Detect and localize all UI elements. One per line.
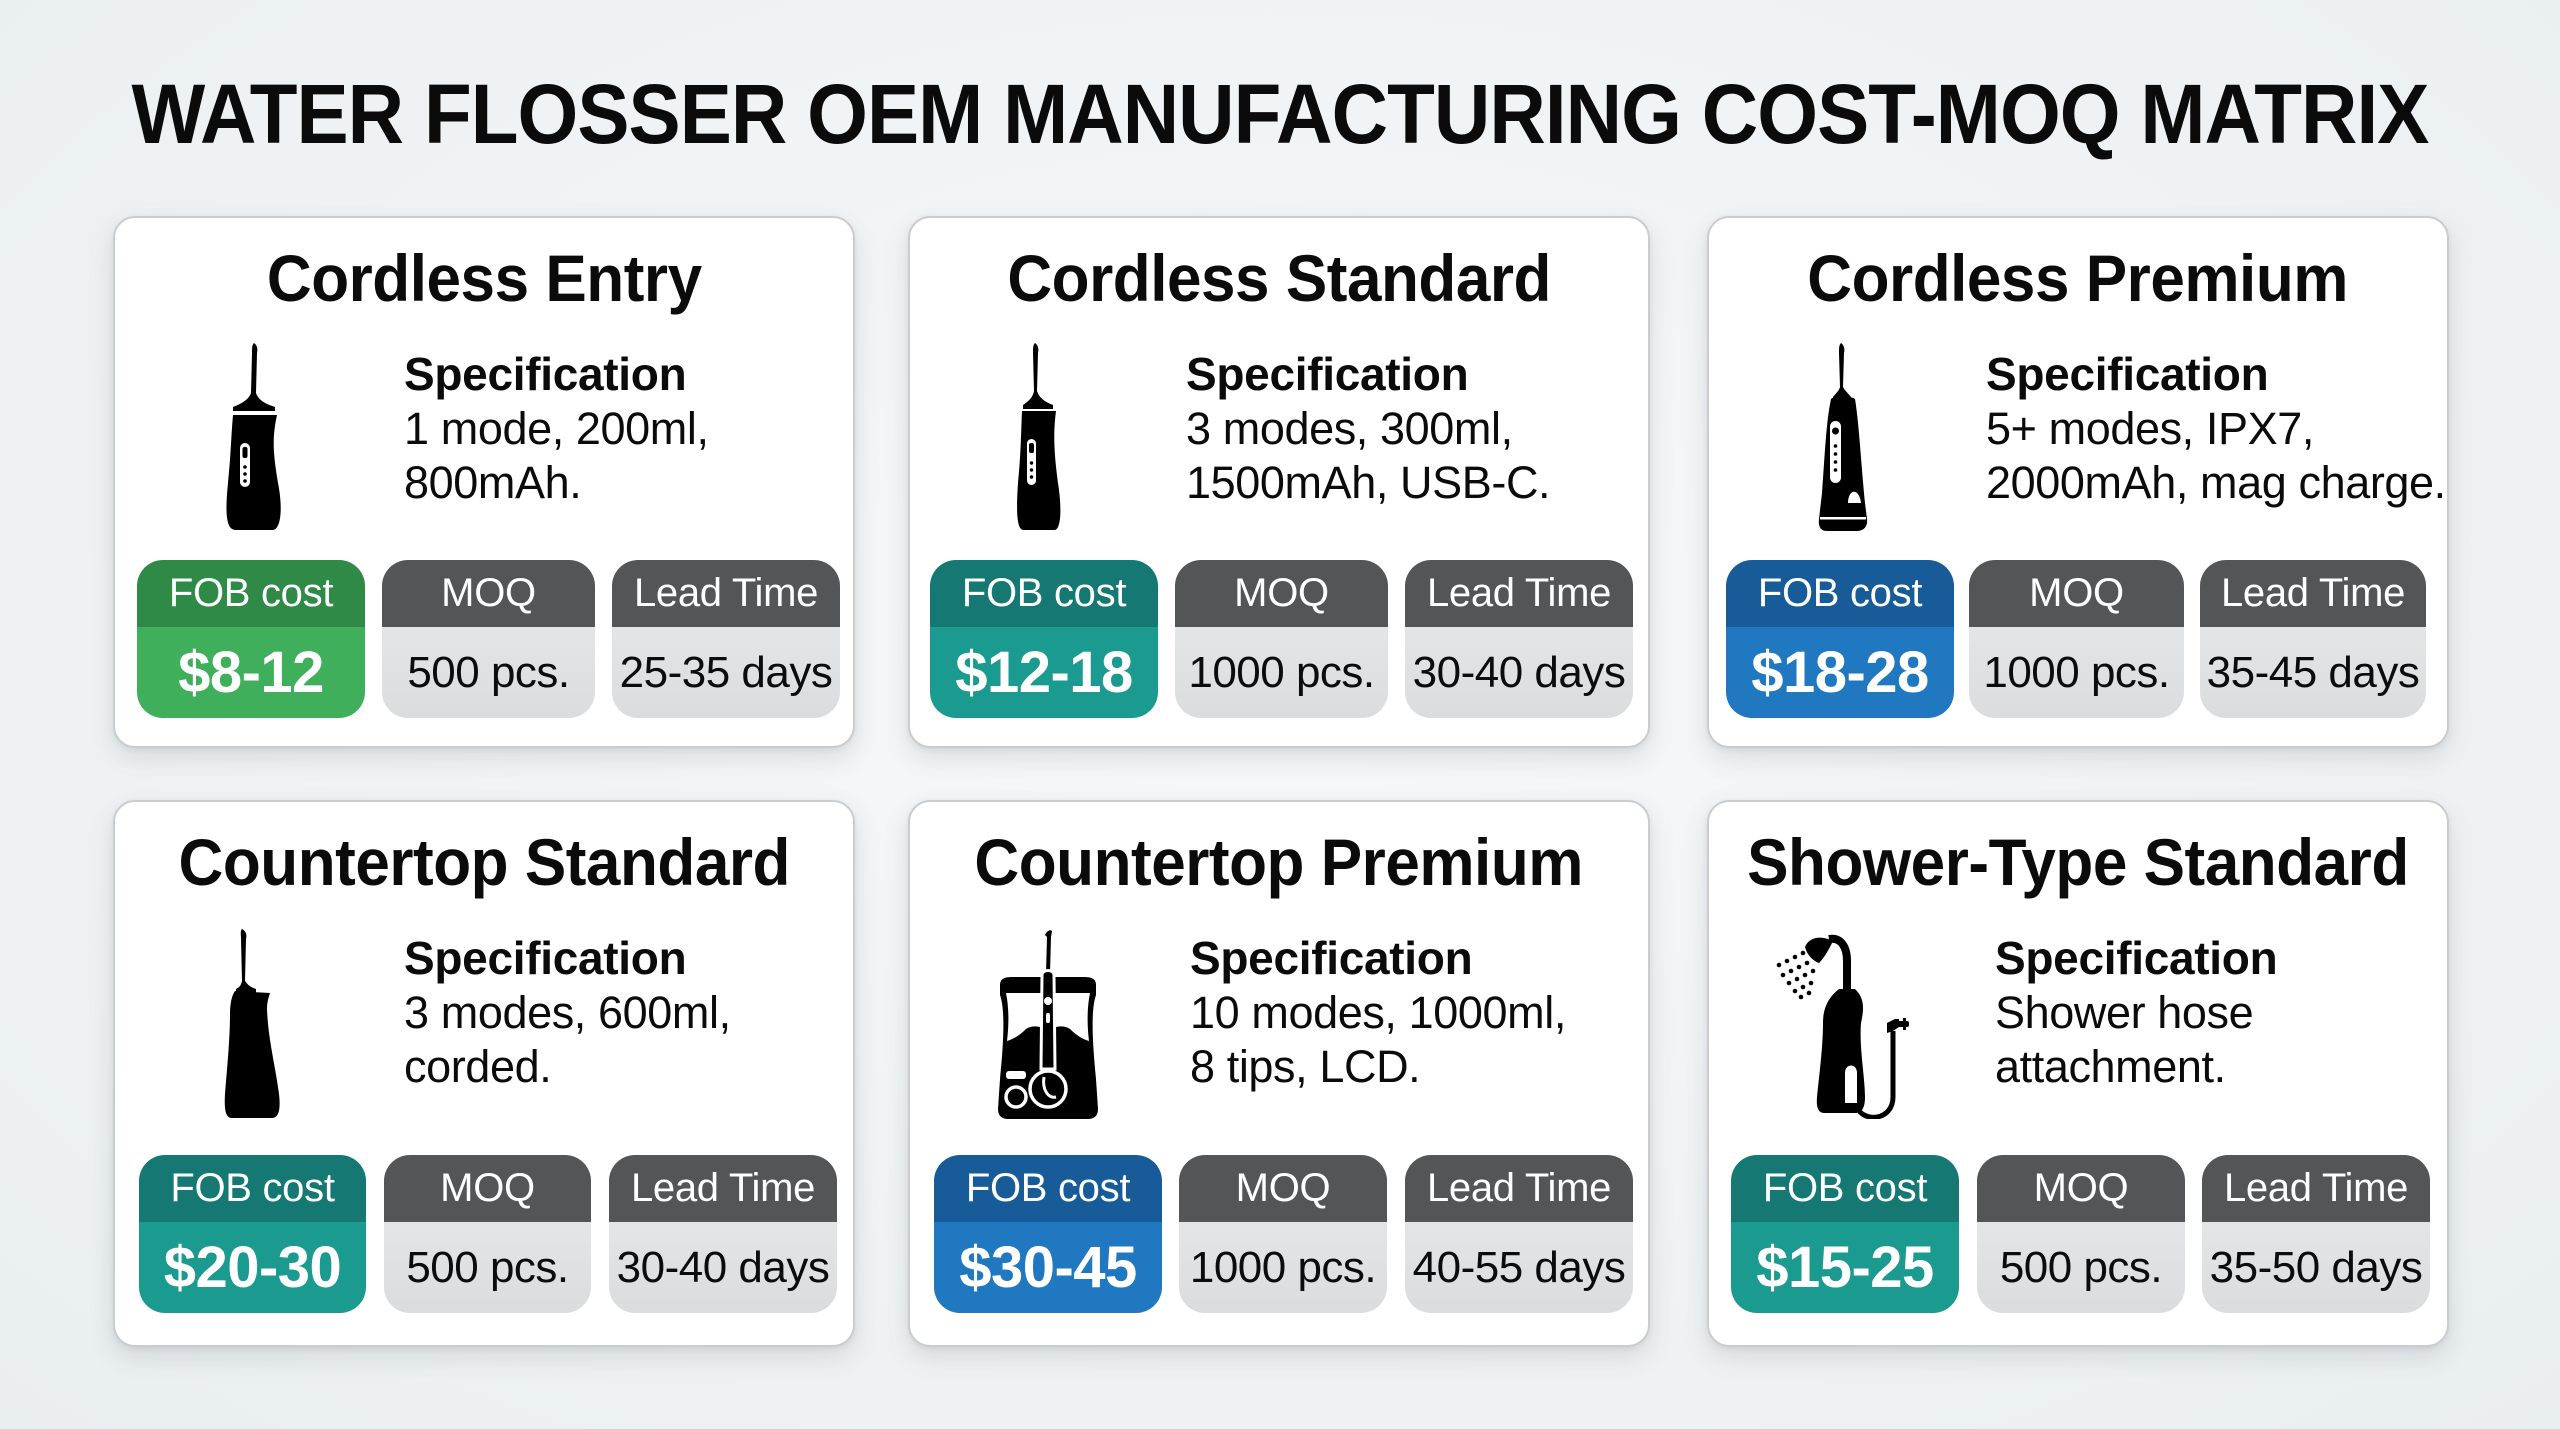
moq-box: MOQ 500 pcs. xyxy=(1977,1155,2185,1313)
moq-box: MOQ 1000 pcs. xyxy=(1969,560,2184,718)
moq-value: 500 pcs. xyxy=(382,627,595,718)
spec-line: 1 mode, 200ml, xyxy=(404,403,709,454)
spec-line: corded. xyxy=(404,1041,552,1092)
card-shower-type-standard: Shower-Type Standard xyxy=(1707,800,2449,1347)
fob-cost-value: $20-30 xyxy=(139,1222,366,1313)
lead-time-value: 40-55 days xyxy=(1405,1222,1633,1313)
fob-cost-box: FOB cost $8-12 xyxy=(137,560,365,718)
lead-time-label: Lead Time xyxy=(612,560,840,627)
fob-cost-box: FOB cost $30-45 xyxy=(934,1155,1162,1313)
spec-heading: Specification xyxy=(1186,348,1469,400)
lead-time-value: 35-50 days xyxy=(2202,1222,2430,1313)
moq-value: 500 pcs. xyxy=(1977,1222,2185,1313)
card-cordless-premium: Cordless Premium Specification 5+ modes,… xyxy=(1707,216,2449,748)
spec-line: attachment. xyxy=(1995,1041,2226,1092)
lead-time-label: Lead Time xyxy=(1405,560,1633,627)
moq-label: MOQ xyxy=(1175,560,1388,627)
moq-box: MOQ 1000 pcs. xyxy=(1175,560,1388,718)
lead-time-value: 25-35 days xyxy=(612,627,840,718)
lead-time-box: Lead Time 30-40 days xyxy=(609,1155,837,1313)
fob-cost-label: FOB cost xyxy=(139,1155,366,1222)
spec-line: Shower hose xyxy=(1995,987,2254,1038)
fob-cost-value: $15-25 xyxy=(1731,1222,1959,1313)
lead-time-box: Lead Time 35-50 days xyxy=(2202,1155,2430,1313)
moq-value: 1000 pcs. xyxy=(1175,627,1388,718)
lead-time-box: Lead Time 25-35 days xyxy=(612,560,840,718)
spec-line: 8 tips, LCD. xyxy=(1190,1041,1421,1092)
fob-cost-box: FOB cost $15-25 xyxy=(1731,1155,1959,1313)
spec-line: 5+ modes, IPX7, xyxy=(1986,403,2314,454)
cordless-flosser-icon xyxy=(223,343,285,531)
card-title: Countertop Premium xyxy=(974,825,1584,899)
spec-block: Specification 5+ modes, IPX7, 2000mAh, m… xyxy=(1986,346,2447,510)
lead-time-value: 30-40 days xyxy=(1405,627,1633,718)
spec-line: 800mAh. xyxy=(404,457,582,508)
spec-block: Specification 10 modes, 1000ml, 8 tips, … xyxy=(1190,930,1648,1094)
card-title: Cordless Standard xyxy=(1007,241,1551,315)
spec-line: 1500mAh, USB-C. xyxy=(1186,457,1551,508)
shower-flosser-icon xyxy=(1773,927,1911,1119)
lead-time-label: Lead Time xyxy=(1405,1155,1633,1222)
cordless-premium-flosser-icon xyxy=(1817,343,1871,533)
moq-label: MOQ xyxy=(384,1155,591,1222)
moq-label: MOQ xyxy=(1977,1155,2185,1222)
lead-time-value: 35-45 days xyxy=(2200,627,2426,718)
lead-time-box: Lead Time 30-40 days xyxy=(1405,560,1633,718)
fob-cost-value: $12-18 xyxy=(930,627,1158,718)
page-title: WATER FLOSSER OEM MANUFACTURING COST-MOQ… xyxy=(131,67,2430,161)
moq-label: MOQ xyxy=(382,560,595,627)
spec-line: 3 modes, 600ml, xyxy=(404,987,731,1038)
countertop-flosser-icon xyxy=(224,929,284,1119)
card-cordless-standard: Cordless Standard Specification 3 modes,… xyxy=(908,216,1650,748)
fob-cost-label: FOB cost xyxy=(1726,560,1954,627)
fob-cost-box: FOB cost $20-30 xyxy=(139,1155,366,1313)
fob-cost-label: FOB cost xyxy=(930,560,1158,627)
spec-block: Specification 1 mode, 200ml, 800mAh. xyxy=(404,346,853,510)
spec-block: Specification Shower hose attachment. xyxy=(1995,930,2447,1094)
card-cordless-entry: Cordless Entry Specification 1 mode, 200… xyxy=(113,216,855,748)
lead-time-value: 30-40 days xyxy=(609,1222,837,1313)
moq-label: MOQ xyxy=(1179,1155,1387,1222)
fob-cost-value: $18-28 xyxy=(1726,627,1954,718)
spec-heading: Specification xyxy=(404,348,687,400)
fob-cost-value: $30-45 xyxy=(934,1222,1162,1313)
card-title: Countertop Standard xyxy=(178,825,790,899)
lead-time-box: Lead Time 40-55 days xyxy=(1405,1155,1633,1313)
spec-line: 2000mAh, mag charge. xyxy=(1986,457,2446,508)
fob-cost-box: FOB cost $18-28 xyxy=(1726,560,1954,718)
moq-value: 1000 pcs. xyxy=(1969,627,2184,718)
moq-label: MOQ xyxy=(1969,560,2184,627)
card-countertop-standard: Countertop Standard Specification 3 mode… xyxy=(113,800,855,1347)
spec-heading: Specification xyxy=(404,932,687,984)
fob-cost-box: FOB cost $12-18 xyxy=(930,560,1158,718)
lead-time-label: Lead Time xyxy=(2202,1155,2430,1222)
lead-time-label: Lead Time xyxy=(2200,560,2426,627)
lead-time-box: Lead Time 35-45 days xyxy=(2200,560,2426,718)
lead-time-label: Lead Time xyxy=(609,1155,837,1222)
moq-value: 500 pcs. xyxy=(384,1222,591,1313)
card-title: Cordless Entry xyxy=(266,241,702,315)
fob-cost-label: FOB cost xyxy=(137,560,365,627)
countertop-base-unit-icon xyxy=(992,929,1104,1121)
spec-heading: Specification xyxy=(1995,932,2278,984)
moq-box: MOQ 500 pcs. xyxy=(382,560,595,718)
card-title: Cordless Premium xyxy=(1807,241,2349,315)
spec-block: Specification 3 modes, 600ml, corded. xyxy=(404,930,853,1094)
spec-heading: Specification xyxy=(1986,348,2269,400)
moq-value: 1000 pcs. xyxy=(1179,1222,1387,1313)
moq-box: MOQ 500 pcs. xyxy=(384,1155,591,1313)
spec-block: Specification 3 modes, 300ml, 1500mAh, U… xyxy=(1186,346,1648,510)
spec-line: 10 modes, 1000ml, xyxy=(1190,987,1566,1038)
fob-cost-label: FOB cost xyxy=(1731,1155,1959,1222)
fob-cost-value: $8-12 xyxy=(137,627,365,718)
cordless-flosser-icon xyxy=(1015,343,1063,531)
moq-box: MOQ 1000 pcs. xyxy=(1179,1155,1387,1313)
spec-heading: Specification xyxy=(1190,932,1473,984)
spec-line: 3 modes, 300ml, xyxy=(1186,403,1513,454)
card-title: Shower-Type Standard xyxy=(1747,825,2409,899)
fob-cost-label: FOB cost xyxy=(934,1155,1162,1222)
card-countertop-premium: Countertop Premium Specification 10 mode… xyxy=(908,800,1650,1347)
